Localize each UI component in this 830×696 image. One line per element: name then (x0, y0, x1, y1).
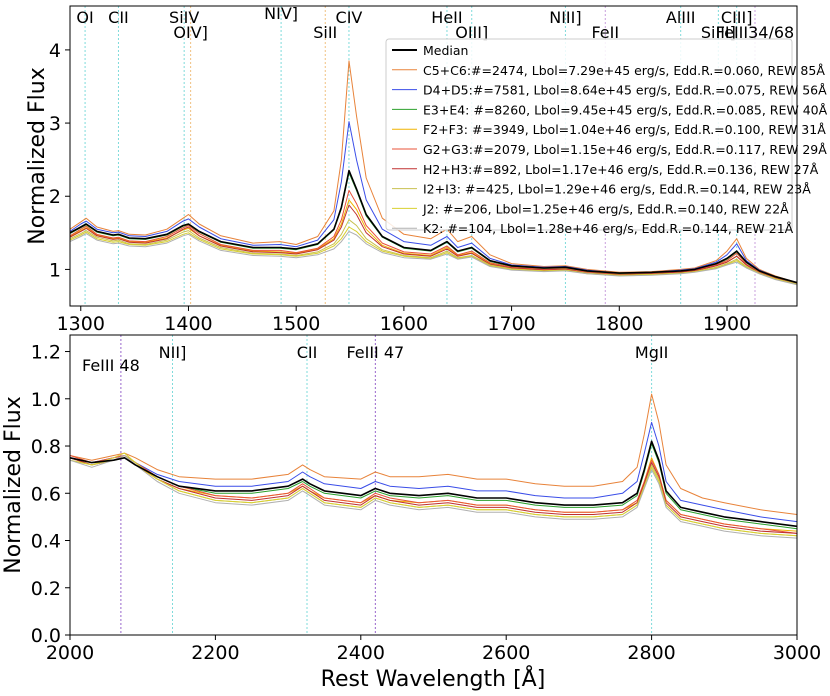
bottom-spectra (70, 393, 797, 539)
emission-line-label: AlIII (666, 8, 696, 27)
top-axes-frame (69, 5, 798, 307)
legend-entry: H2+H3:#=892, Lbol=1.17e+46 erg/s, Edd.R.… (423, 162, 819, 177)
emission-line-label: CII (297, 343, 318, 362)
top-spectra (70, 60, 797, 286)
series-i2-i3 (70, 455, 797, 537)
emission-line-label: FeIII 48 (82, 356, 140, 375)
y-tick-label: 1.2 (31, 342, 61, 364)
top-y-ticks: 1 2 3 4 (49, 40, 70, 281)
emission-line-label: OIII] (455, 23, 488, 42)
series-j2 (70, 452, 797, 537)
y-tick-label: 0.6 (31, 483, 61, 505)
x-tick-label: 2400 (337, 642, 385, 664)
emission-line-label: CIV (336, 8, 363, 27)
x-tick-label: 1700 (487, 313, 535, 335)
x-tick-label: 2600 (482, 642, 530, 664)
x-tick-label: 1400 (164, 313, 212, 335)
emission-line-label: NIV] (264, 4, 298, 23)
series-median (70, 440, 797, 528)
emission-line-label: SiIII] (701, 23, 736, 42)
legend-entry: E3+E4: #=8260, Lbol=9.45e+45 erg/s, Edd.… (423, 102, 828, 117)
y-tick-label: 0.8 (31, 436, 61, 458)
y-tick-label: 1 (49, 259, 61, 281)
bottom-x-ticks: 2000 2200 2400 2600 2800 3000 (46, 635, 821, 664)
y-tick-label: 0.4 (31, 531, 61, 553)
emission-line-label: SiIV (169, 8, 199, 27)
y-tick-label: 4 (49, 40, 61, 62)
series-d4-d5 (70, 421, 797, 523)
legend-entry: D4+D5:#=7581, Lbol=8.64e+45 erg/s, Edd.R… (423, 83, 827, 98)
emission-line-label: SiII (313, 23, 337, 42)
bottom-x-axis-label: Rest Wavelength [Å] (321, 665, 546, 692)
bottom-axes-frame (69, 334, 798, 636)
series-h2-h3 (70, 204, 797, 285)
series-k2 (70, 230, 797, 286)
emission-line-label: NII] (159, 343, 187, 362)
x-tick-label: 1800 (595, 313, 643, 335)
y-tick-label: 0.2 (31, 578, 61, 600)
top-y-axis-label: Normalized Flux (25, 67, 50, 244)
x-tick-label: 2000 (46, 642, 94, 664)
series-median (70, 169, 797, 284)
x-tick-label: 3000 (773, 642, 821, 664)
legend-entry: G2+G3:#=2079, Lbol=1.15e+46 erg/s, Edd.R… (423, 142, 827, 157)
emission-line-label: FeII (591, 23, 619, 42)
top-x-ticks: 1300 1400 1500 1600 1700 1800 1900 (57, 306, 751, 335)
legend-entry: K2: #=104, Lbol=1.28e+46 erg/s, Edd.R.=0… (423, 221, 794, 236)
emission-line-label: NIII] (549, 8, 581, 27)
legend-entry: I2+I3: #=425, Lbol=1.29e+46 erg/s, Edd.R… (423, 182, 811, 197)
bottom-y-ticks: 0.0 0.2 0.4 0.6 0.8 1.0 1.2 (31, 342, 70, 647)
series-h2-h3 (70, 455, 797, 534)
series-j2 (70, 226, 797, 286)
series-k2 (70, 455, 797, 539)
y-tick-label: 0.0 (31, 625, 61, 647)
legend: Median C5+C6:#=2474, Lbol=7.29e+45 erg/s,… (385, 38, 828, 236)
emission-line-label: FeIII34/68 (716, 23, 794, 42)
legend-entry: Median (423, 43, 468, 58)
x-tick-label: 1300 (57, 313, 105, 335)
legend-box (385, 38, 793, 231)
x-tick-label: 1500 (272, 313, 320, 335)
x-tick-label: 2200 (191, 642, 239, 664)
y-tick-label: 3 (49, 113, 61, 135)
bottom-panel: FeIII 48 NII] CII FeIII 47 MgII 2000 2200 2400… (1, 334, 821, 692)
legend-entry: J2: #=206, Lbol=1.25e+46 erg/s, Edd.R.=0… (422, 201, 789, 216)
x-tick-label: 2800 (627, 642, 675, 664)
bottom-y-axis-label: Normalized Flux (1, 396, 26, 573)
legend-entry: F2+F3: #=3949, Lbol=1.04e+46 erg/s, Edd.… (423, 122, 826, 137)
emission-line-label: FeIII 47 (346, 343, 404, 362)
legend-entry: C5+C6:#=2474, Lbol=7.29e+45 erg/s, Edd.R… (423, 63, 825, 78)
bottom-emission-lines (120, 335, 653, 635)
emission-line-label: MgII (635, 343, 668, 362)
series-c5-c6 (70, 393, 797, 515)
emission-line-label: OIV] (173, 23, 208, 42)
y-tick-label: 1.0 (31, 389, 61, 411)
emission-line-label: CIII] (721, 8, 753, 27)
x-tick-label: 1900 (703, 313, 751, 335)
emission-line-label: OI (76, 8, 93, 27)
emission-line-label: HeII (431, 8, 462, 27)
bottom-line-labels: FeIII 48 NII] CII FeIII 47 MgII (82, 343, 668, 375)
series-c5-c6 (70, 60, 797, 284)
x-tick-label: 1600 (380, 313, 428, 335)
emission-line-label: CII (108, 8, 129, 27)
y-tick-label: 2 (49, 186, 61, 208)
